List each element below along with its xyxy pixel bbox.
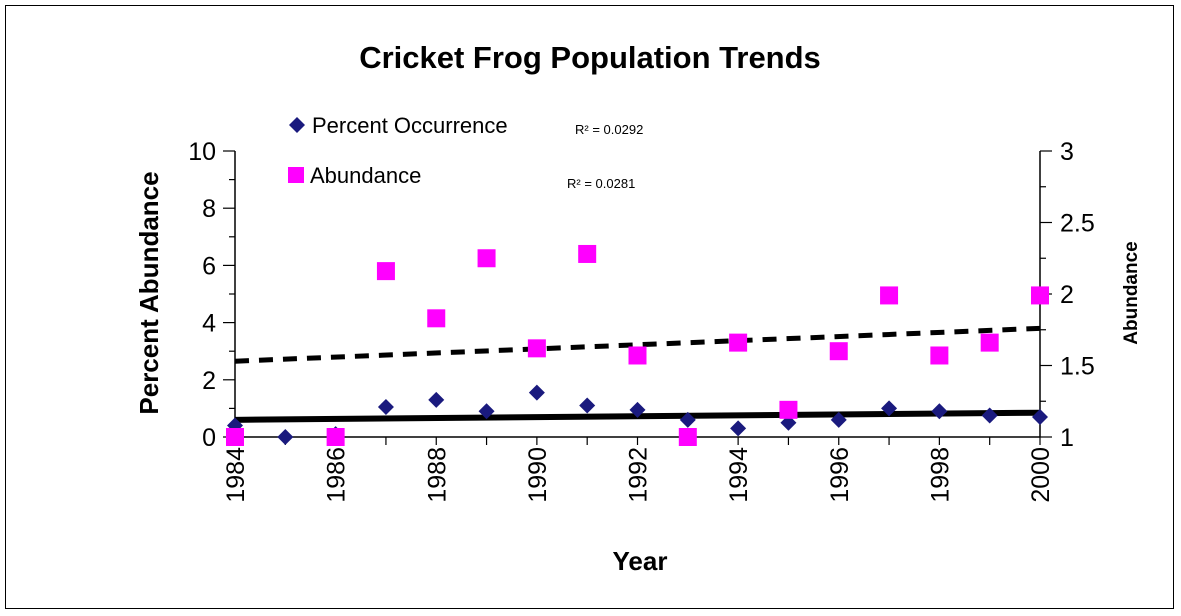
point-abundance: [678, 428, 697, 446]
point-abundance: [930, 346, 949, 365]
point-percent-occurrence: [679, 411, 696, 428]
x-tick-label: 1994: [725, 447, 753, 503]
x-axis-label: Year: [613, 546, 668, 576]
point-percent-occurrence: [478, 403, 495, 420]
point-percent-occurrence: [931, 403, 948, 420]
legend-diamond-marker: [289, 117, 305, 133]
point-abundance: [880, 286, 899, 305]
point-abundance: [578, 244, 597, 263]
x-tick-label: 1990: [524, 447, 552, 503]
y-left-tick-label: 4: [202, 310, 216, 338]
y-axis-label-left: Percent Abundance: [134, 171, 164, 414]
point-abundance: [1031, 286, 1049, 305]
y-right-tick-label: 3: [1060, 138, 1074, 166]
point-abundance: [980, 333, 999, 352]
r-squared-labels: R² = 0.0292 R² = 0.0281: [567, 122, 643, 191]
r-squared-abundance: R² = 0.0281: [567, 176, 635, 191]
x-tick-label: 1984: [222, 447, 250, 503]
y-left-tick-label: 2: [202, 367, 216, 395]
point-percent-occurrence: [830, 411, 847, 428]
point-percent-occurrence: [377, 398, 394, 415]
y-axis-label-right: Abundance: [1121, 241, 1142, 344]
y-right-tick-label: 2: [1060, 281, 1074, 309]
point-percent-occurrence: [528, 384, 545, 401]
legend-label-abundance: Abundance: [310, 163, 421, 188]
point-percent-occurrence: [730, 420, 747, 437]
point-abundance: [376, 262, 395, 281]
point-percent-occurrence: [1032, 408, 1048, 425]
point-percent-occurrence: [981, 407, 998, 424]
legend-label-percent-occurrence: Percent Occurrence: [312, 113, 508, 138]
x-tick-label: 1998: [926, 447, 954, 503]
point-abundance: [226, 428, 244, 446]
chart-title: Cricket Frog Population Trends: [359, 40, 821, 75]
y-left-tick-label: 0: [202, 424, 216, 452]
y-left-tick-label: 10: [188, 138, 216, 166]
x-tick-label: 1992: [625, 447, 653, 503]
axes: 0 2 4 6 8 10 1 1.5 2 2.5 3 1984 1986 1988 1990 1992 1994…: [188, 138, 1095, 503]
point-abundance: [779, 400, 798, 419]
chart-frame: [5, 5, 1174, 609]
point-abundance: [729, 333, 748, 352]
x-tick-label: 1988: [423, 447, 451, 503]
legend-square-marker: [288, 167, 304, 183]
point-percent-occurrence: [629, 401, 646, 418]
y-left-tick-label: 6: [202, 252, 216, 280]
x-tick-label: 2000: [1027, 447, 1055, 503]
y-left-tick-label: 8: [202, 195, 216, 223]
y-right-tick-label: 1: [1060, 424, 1074, 452]
y-right-tick-label: 2.5: [1060, 210, 1095, 238]
point-abundance: [427, 309, 446, 328]
point-percent-occurrence: [881, 400, 898, 417]
x-tick-label: 1986: [323, 447, 351, 503]
y-right-tick-label: 1.5: [1060, 353, 1095, 381]
point-abundance: [527, 339, 546, 358]
point-percent-occurrence: [579, 397, 596, 414]
x-tick-label: 1996: [826, 447, 854, 503]
r-squared-percent-occurrence: R² = 0.0292: [575, 122, 643, 137]
point-abundance: [326, 428, 345, 446]
point-abundance: [829, 342, 848, 361]
legend: Percent Occurrence Abundance: [288, 113, 508, 188]
point-abundance: [628, 346, 647, 365]
point-percent-occurrence: [428, 391, 445, 408]
data-marks: [226, 244, 1049, 446]
point-abundance: [477, 249, 496, 268]
point-percent-occurrence: [277, 429, 294, 445]
